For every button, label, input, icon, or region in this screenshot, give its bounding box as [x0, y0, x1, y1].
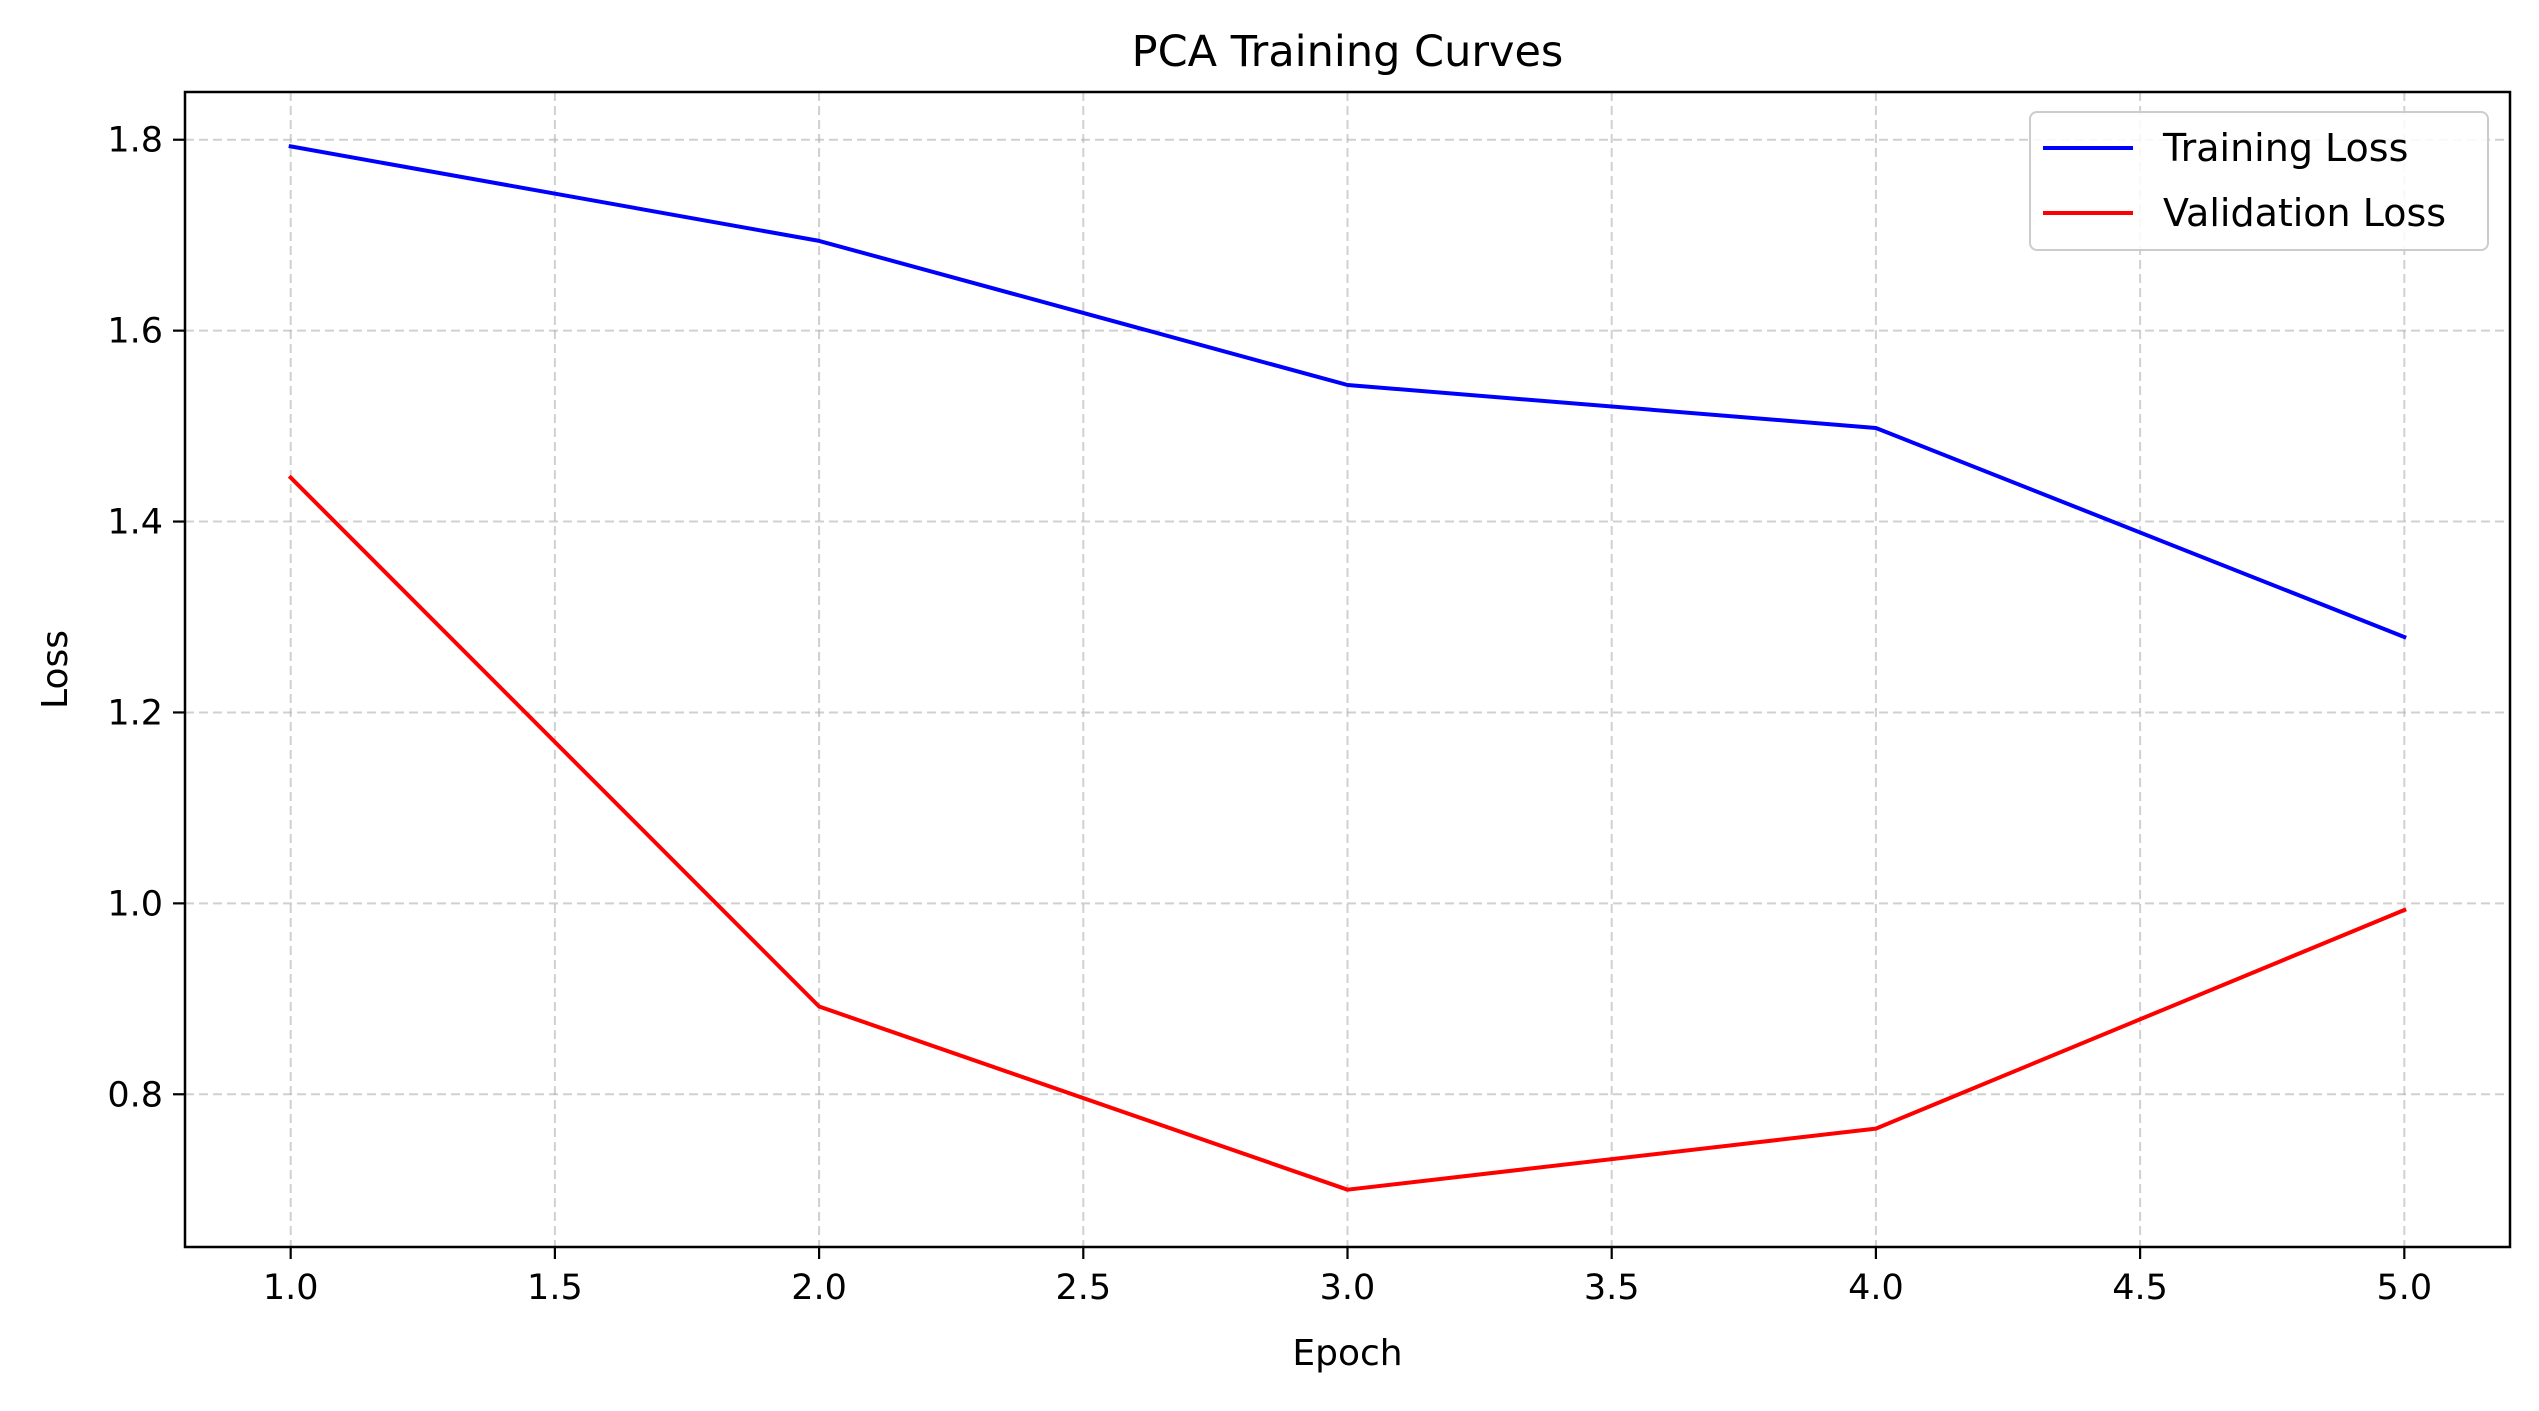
y-tick-label: 1.2	[107, 693, 163, 733]
x-tick-label: 4.5	[2112, 1268, 2168, 1308]
chart-title: PCA Training Curves	[1132, 27, 1564, 77]
legend-box	[2029, 111, 2489, 251]
x-tick-label: 4.0	[1848, 1268, 1904, 1308]
x-tick-label: 1.5	[527, 1268, 583, 1308]
series-lines	[287, 144, 2407, 1192]
legend: Training Loss Validation Loss	[2029, 111, 2489, 251]
x-tick-label: 5.0	[2376, 1268, 2432, 1308]
y-tick-label: 1.4	[107, 503, 163, 543]
legend-label: Training Loss	[2162, 126, 2408, 170]
series-line-validation-loss	[287, 474, 2407, 1192]
y-tick-label: 1.8	[107, 121, 163, 161]
y-tick-label: 0.8	[107, 1075, 163, 1115]
y-axis-label: Loss	[35, 630, 76, 709]
x-tick-label: 3.5	[1584, 1268, 1640, 1308]
y-tick-label: 1.0	[107, 884, 163, 924]
legend-label: Validation Loss	[2163, 191, 2446, 235]
x-tick-label: 2.5	[1055, 1268, 1111, 1308]
x-tick-label: 3.0	[1320, 1268, 1376, 1308]
x-tick-label: 1.0	[263, 1268, 319, 1308]
axis-ticks: 1.0 1.5 2.0 2.5 3.0 3.5 4.0 4.5 5.0 0.8 1.0 1.2 1.4 1…	[107, 121, 2432, 1308]
x-tick-label: 2.0	[791, 1268, 847, 1308]
y-tick-label: 1.6	[107, 312, 163, 352]
x-axis-label: Epoch	[1292, 1333, 1402, 1374]
series-line-training-loss	[288, 144, 2407, 640]
